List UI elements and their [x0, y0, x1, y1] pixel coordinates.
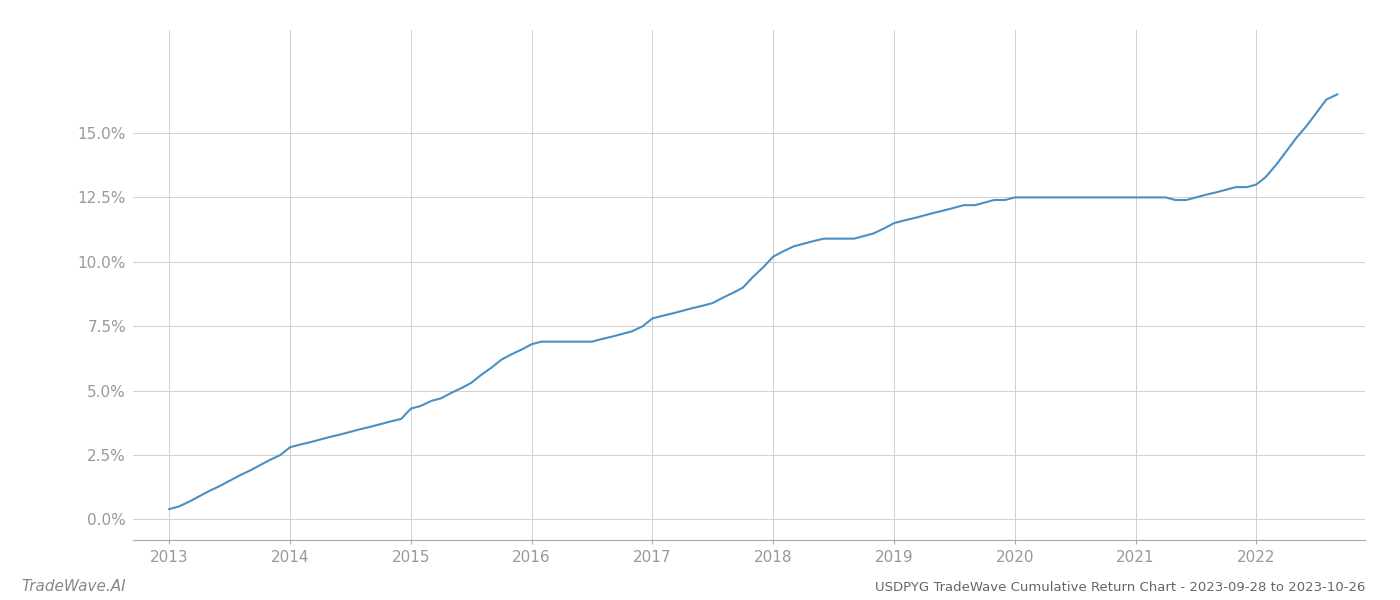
Text: USDPYG TradeWave Cumulative Return Chart - 2023-09-28 to 2023-10-26: USDPYG TradeWave Cumulative Return Chart…: [875, 581, 1365, 594]
Text: TradeWave.AI: TradeWave.AI: [21, 579, 126, 594]
